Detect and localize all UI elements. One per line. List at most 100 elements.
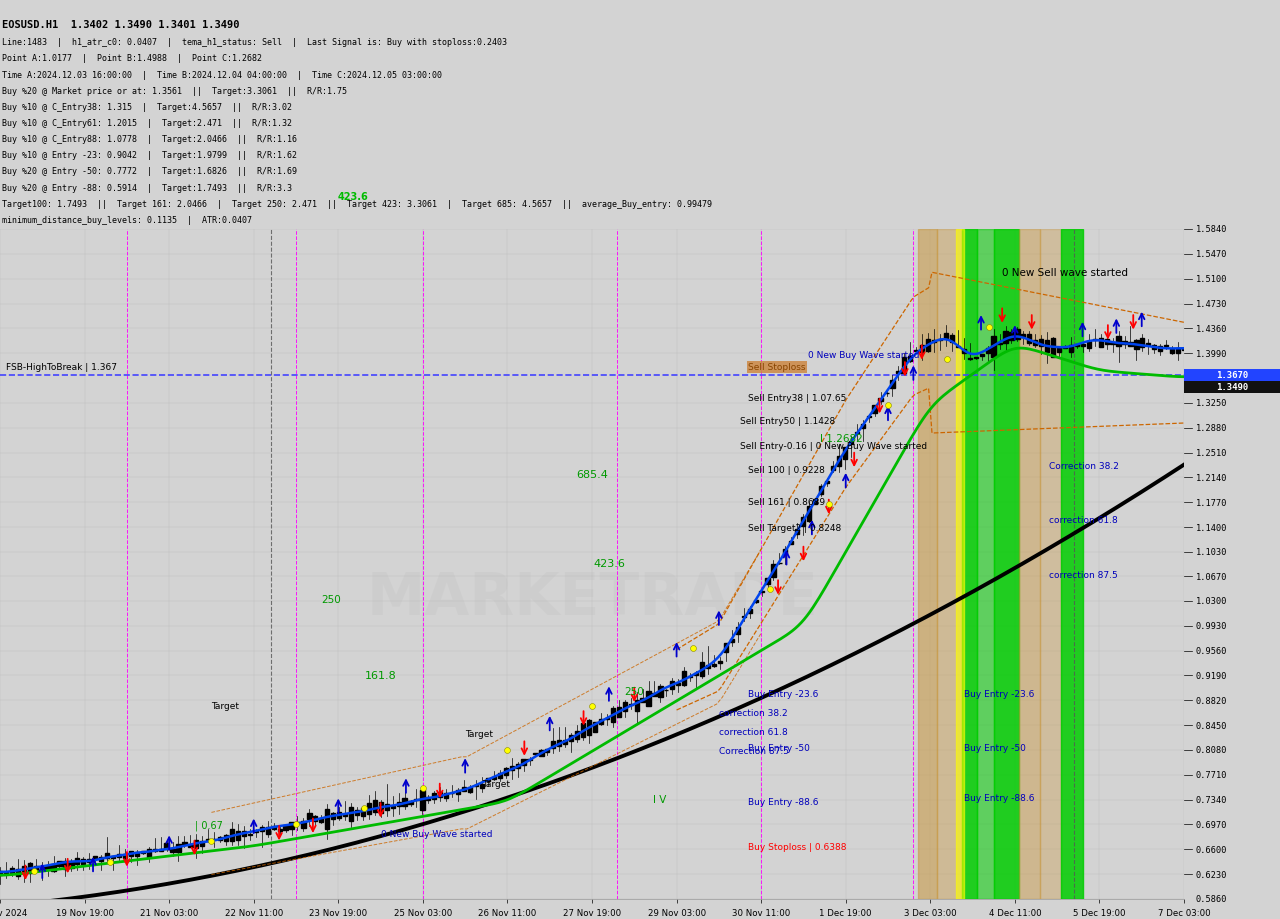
Bar bbox=[943, 334, 948, 339]
FancyBboxPatch shape bbox=[1184, 381, 1280, 393]
Bar bbox=[474, 786, 479, 787]
Bar bbox=[141, 851, 145, 853]
Point bbox=[23, 864, 44, 879]
Bar bbox=[993, 230, 1019, 899]
Bar bbox=[1158, 346, 1162, 352]
Text: 423.6: 423.6 bbox=[338, 192, 369, 202]
Bar bbox=[332, 812, 335, 819]
Bar bbox=[878, 399, 883, 401]
Text: 1.1030: 1.1030 bbox=[1196, 548, 1228, 557]
Text: correction 87.5: correction 87.5 bbox=[1048, 571, 1117, 580]
Text: 1.4360: 1.4360 bbox=[1196, 324, 1228, 334]
Bar bbox=[28, 863, 32, 873]
Text: 0 New Sell wave started: 0 New Sell wave started bbox=[1002, 268, 1128, 278]
Bar bbox=[891, 380, 895, 388]
Point bbox=[819, 496, 840, 511]
Bar bbox=[1021, 335, 1025, 338]
Bar bbox=[218, 837, 223, 840]
Bar bbox=[979, 355, 984, 357]
Text: 1.2510: 1.2510 bbox=[1196, 448, 1228, 458]
Bar bbox=[200, 842, 205, 846]
Bar bbox=[831, 467, 835, 471]
Bar bbox=[99, 857, 104, 861]
Bar bbox=[617, 707, 621, 717]
Bar bbox=[599, 720, 603, 724]
Bar bbox=[224, 835, 228, 841]
Bar bbox=[278, 829, 282, 831]
Text: correction 61.8: correction 61.8 bbox=[719, 727, 787, 736]
Bar bbox=[671, 682, 675, 689]
Text: 0.9190: 0.9190 bbox=[1196, 671, 1228, 680]
Bar bbox=[177, 845, 180, 852]
Bar bbox=[694, 674, 698, 675]
Bar bbox=[521, 759, 526, 766]
Text: Correction 38.2: Correction 38.2 bbox=[1048, 461, 1119, 471]
Bar bbox=[40, 866, 44, 869]
Bar bbox=[69, 861, 73, 868]
Text: EOSUSD.H1  1.3402 1.3490 1.3401 1.3490: EOSUSD.H1 1.3402 1.3490 1.3401 1.3490 bbox=[3, 20, 239, 30]
Bar bbox=[195, 840, 198, 848]
Point bbox=[581, 699, 603, 714]
Bar bbox=[570, 735, 573, 741]
Bar bbox=[754, 600, 758, 603]
Bar bbox=[986, 348, 989, 354]
Bar bbox=[33, 866, 38, 870]
Bar bbox=[920, 346, 924, 353]
Point bbox=[878, 398, 899, 413]
Bar bbox=[164, 843, 169, 849]
Bar bbox=[772, 564, 776, 577]
Bar bbox=[860, 425, 865, 428]
Text: Target: Target bbox=[483, 778, 509, 788]
Bar bbox=[242, 831, 246, 836]
Text: 1.5840: 1.5840 bbox=[1196, 225, 1228, 234]
Bar bbox=[206, 839, 210, 841]
Text: 0.6230: 0.6230 bbox=[1196, 869, 1228, 879]
Text: 1.5470: 1.5470 bbox=[1196, 250, 1228, 259]
Text: FSB-HighToBreak | 1.367: FSB-HighToBreak | 1.367 bbox=[6, 363, 116, 372]
Text: minimum_distance_buy_levels: 0.1135  |  ATR:0.0407: minimum_distance_buy_levels: 0.1135 | AT… bbox=[3, 216, 252, 225]
Bar bbox=[81, 859, 86, 865]
Text: 0.8450: 0.8450 bbox=[1196, 720, 1228, 730]
Point bbox=[759, 582, 780, 596]
Bar bbox=[808, 506, 812, 521]
Bar bbox=[968, 359, 972, 360]
Text: Buy Entry -50: Buy Entry -50 bbox=[749, 743, 810, 752]
Bar bbox=[909, 357, 913, 362]
Bar bbox=[1170, 349, 1174, 353]
Bar bbox=[105, 853, 109, 857]
Text: Sell Target2 | 0.8248: Sell Target2 | 0.8248 bbox=[749, 524, 842, 533]
Bar bbox=[545, 750, 549, 753]
Text: Target: Target bbox=[465, 729, 493, 738]
Bar bbox=[842, 448, 847, 460]
Bar bbox=[1134, 340, 1138, 350]
Bar bbox=[15, 869, 20, 876]
Bar bbox=[925, 340, 931, 352]
Text: Sell 161 | 0.8689: Sell 161 | 0.8689 bbox=[749, 497, 826, 506]
Bar bbox=[593, 722, 596, 732]
Bar bbox=[22, 866, 26, 874]
Bar bbox=[438, 792, 443, 798]
Bar bbox=[1051, 338, 1055, 357]
Text: correction 61.8: correction 61.8 bbox=[1048, 516, 1117, 524]
Bar bbox=[93, 856, 97, 858]
Text: Point A:1.0177  |  Point B:1.4988  |  Point C:1.2682: Point A:1.0177 | Point B:1.4988 | Point … bbox=[3, 54, 262, 63]
Bar bbox=[575, 731, 580, 739]
Bar bbox=[795, 529, 800, 535]
Bar bbox=[129, 851, 133, 857]
Bar bbox=[147, 849, 151, 857]
Bar bbox=[266, 827, 270, 834]
Bar bbox=[319, 818, 324, 823]
Bar bbox=[640, 698, 645, 702]
Bar bbox=[552, 741, 556, 748]
Bar bbox=[557, 741, 562, 746]
Bar bbox=[509, 766, 513, 770]
Text: 1.3670: 1.3670 bbox=[1216, 370, 1248, 380]
Bar bbox=[824, 482, 829, 483]
Bar bbox=[384, 804, 389, 810]
Bar bbox=[433, 793, 436, 800]
Text: Target100: 1.7493  ||  Target 161: 2.0466  |  Target 250: 2.471  ||  Target 423:: Target100: 1.7493 || Target 161: 2.0466 … bbox=[3, 199, 713, 209]
Bar bbox=[977, 230, 993, 899]
Bar bbox=[997, 344, 1002, 345]
Text: Buy Stoploss | 0.6388: Buy Stoploss | 0.6388 bbox=[749, 843, 847, 851]
Bar bbox=[343, 814, 347, 816]
